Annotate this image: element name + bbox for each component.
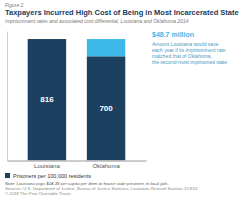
text-line: $48.7 million [152,31,194,39]
bar [87,56,125,160]
chart: Figure 2Taxpayers Incurred High Cost of … [0,0,252,200]
legend-swatch [5,173,10,178]
x-tick-label: Louisiana [34,163,60,169]
x-tick-label: Oklahoma [92,163,120,169]
x-tick: Oklahoma [92,161,120,169]
bar [28,39,66,160]
annotation: $48.7 million [152,31,194,39]
source: © 2018 The Pew Charitable Trusts [5,191,71,196]
x-axis: Louisiana Oklahoma [8,161,147,169]
figure-label: Figure 2 [5,2,24,8]
subtitle: Imprisonment rates and associated cost d… [5,18,189,24]
title: Taxpayers Incurred High Cost of Being in… [5,8,239,17]
text-line: Figure 2 [5,2,24,8]
text-line: the second-most imprisoned state [152,59,227,65]
annotation: Amount Louisiana would save each year if… [152,41,227,65]
text-line: © 2018 The Pew Charitable Trusts [5,191,71,196]
legend: Prisoners per 100,000 residents [5,173,91,179]
bars [28,39,126,160]
y-axis-line [7,32,8,162]
text-line: Taxpayers Incurred High Cost of Being in… [5,8,239,17]
y-axis [7,32,8,162]
text-line: Imprisonment rates and associated cost d… [5,18,189,24]
data-label: 816 [40,95,54,104]
data-labels: 816 700 [40,95,113,113]
x-tick: Louisiana [34,161,60,169]
x-axis-line [8,161,147,162]
legend-label: Prisoners per 100,000 residents [13,173,91,179]
data-label: 700 [99,104,113,113]
footer: Prisoners per 100,000 residentsNote: Lou… [5,173,198,197]
bar [87,39,125,56]
